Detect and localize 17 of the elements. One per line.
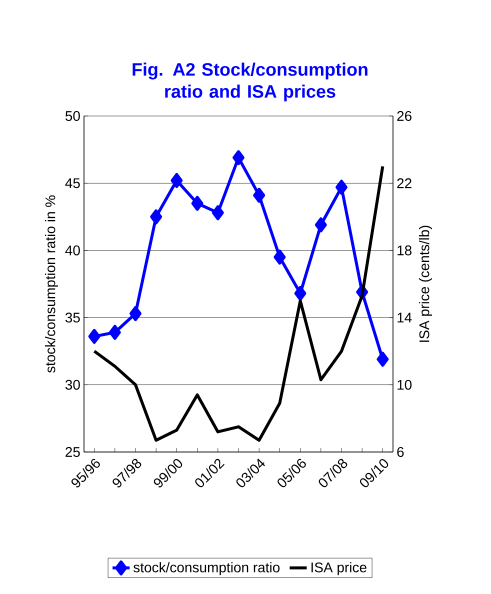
y2-tick-label: 18 (398, 245, 412, 256)
y-tick-label: 50 (65, 111, 80, 121)
y-tick-label: 35 (65, 312, 80, 323)
y-tick-label: 40 (65, 245, 80, 256)
y2-tick-label: 6 (397, 447, 404, 457)
y2-axis-title: ISA price (cents/lb) (418, 226, 432, 342)
y-tick-label: 30 (65, 380, 80, 390)
legend-label: stock/consumption ratio (134, 562, 280, 576)
chart-title: Fig. A2 Stock/consumption ratio and ISA prices (132, 62, 368, 102)
y-axis-title: stock/consumption ratio in % (44, 195, 58, 373)
y-tick-label: 45 (65, 178, 80, 188)
y2-tick-label: 22 (397, 178, 412, 188)
y2-tick-label: 14 (398, 312, 412, 322)
y2-tick-label: 10 (398, 380, 412, 390)
y-tick-label: 25 (66, 447, 80, 457)
y2-tick-label: 26 (397, 111, 412, 121)
legend-label: ISA price (312, 562, 366, 576)
